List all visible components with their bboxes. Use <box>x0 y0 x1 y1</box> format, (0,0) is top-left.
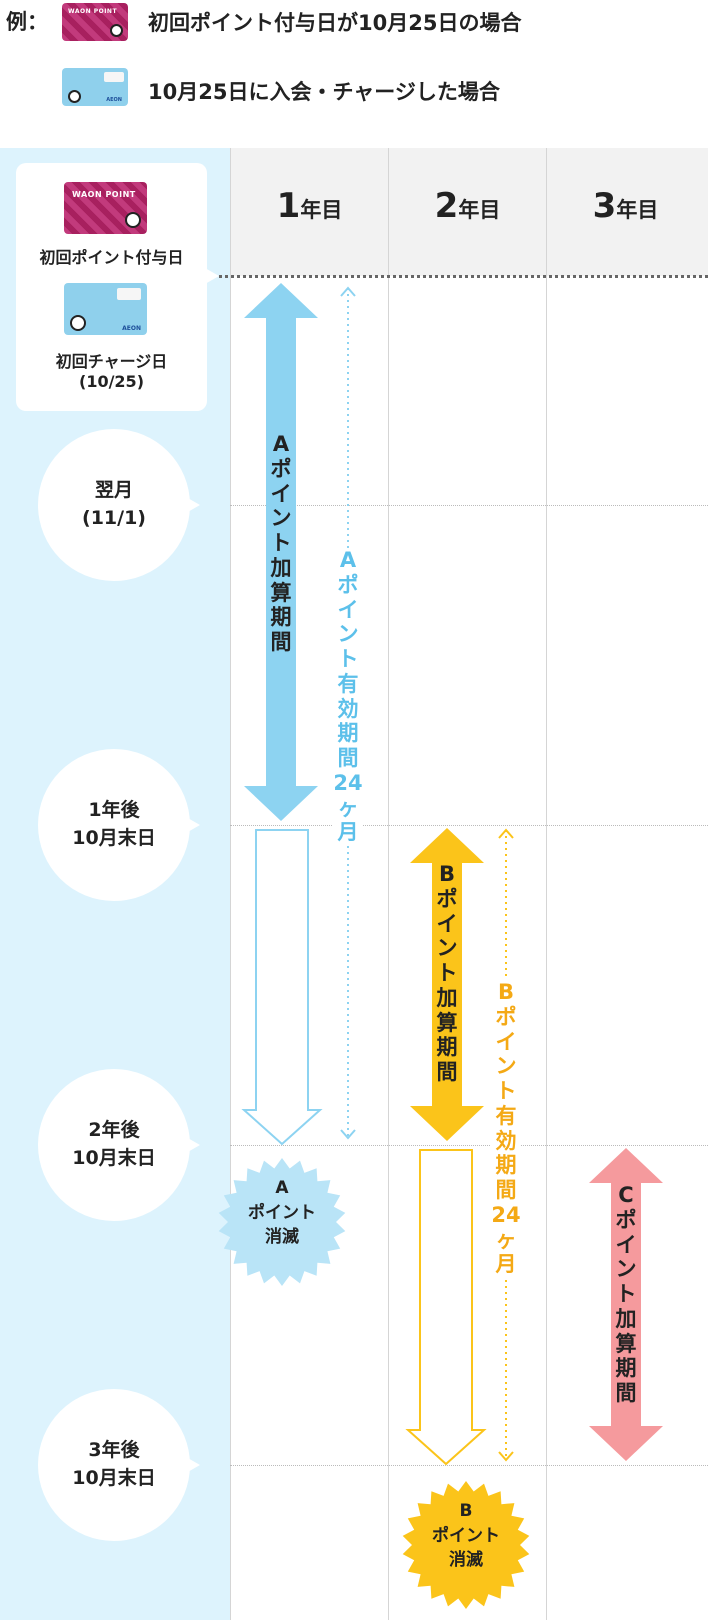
column-year-3: 3年目 <box>547 186 704 226</box>
waon-card-icon: WAON POINT <box>62 3 128 41</box>
milestone-3-year: 3年後 10月末日 <box>38 1389 190 1541</box>
legend-aeon-text: 10月25日に入会・チャージした場合 <box>148 80 500 104</box>
milestone-next-month: 翌月 (11/1) <box>38 429 190 581</box>
table-header <box>230 148 708 276</box>
column-year-2: 2年目 <box>389 186 546 226</box>
start-box-pointer <box>205 268 219 284</box>
grid-line <box>230 505 708 506</box>
column-year-1-unit: 年目 <box>300 198 343 222</box>
a-expire-line: 消滅 <box>265 1227 299 1248</box>
b-carryover-arrow <box>405 1149 487 1466</box>
a-add-period-arrow <box>244 283 318 821</box>
aeon-card-icon: AEON <box>64 283 147 335</box>
b-expire-label: B ポイント 消滅 <box>416 1499 516 1573</box>
milestone-pointer <box>186 497 200 513</box>
grid-line <box>546 148 547 1620</box>
b-expire-line: ポイント <box>432 1525 500 1546</box>
column-year-1-num: 1 <box>276 186 301 226</box>
column-year-2-num: 2 <box>434 186 459 226</box>
grid-line <box>230 148 231 1620</box>
waon-card-icon: WAON POINT <box>64 182 147 234</box>
b-add-period-arrow <box>410 828 484 1141</box>
a-valid-period-label: A ポイント有効期間 24 ヶ月 <box>333 548 363 846</box>
milestone-1-year: 1年後 10月末日 <box>38 749 190 901</box>
milestone-label: 10月末日 <box>72 1467 156 1489</box>
start-waon-card-label: WAON POINT <box>72 190 136 199</box>
milestone-label: (11/1) <box>82 507 146 529</box>
a-expire-burst <box>218 1158 346 1286</box>
a-carryover-arrow <box>241 829 323 1146</box>
b-expire-burst <box>402 1481 530 1609</box>
start-aeon-label-2: (10/25) <box>79 372 144 391</box>
milestone-label: 1年後 <box>88 799 140 822</box>
milestone-label: 2年後 <box>88 1119 140 1142</box>
column-year-1: 1年目 <box>231 186 388 226</box>
legend-prefix: 例： <box>6 10 48 34</box>
start-waon-label: 初回ポイント付与日 <box>39 248 184 267</box>
milestone-label: 3年後 <box>88 1439 140 1462</box>
a-expire-line: A <box>275 1178 289 1198</box>
aeon-card-icon: AEON <box>62 68 128 106</box>
c-add-period-arrow <box>589 1148 663 1461</box>
milestone-2-year: 2年後 10月末日 <box>38 1069 190 1221</box>
a-expire-label: A ポイント 消滅 <box>232 1176 332 1250</box>
start-line <box>212 275 708 278</box>
milestone-pointer <box>186 817 200 833</box>
milestone-label: 翌月 <box>94 479 133 502</box>
b-valid-period-label: B ポイント有効期間 24 ヶ月 <box>491 980 521 1278</box>
b-expire-line: B <box>459 1501 473 1521</box>
column-year-3-unit: 年目 <box>616 198 659 222</box>
a-expire-line: ポイント <box>248 1202 316 1223</box>
milestone-label: 10月末日 <box>72 827 156 849</box>
column-year-3-num: 3 <box>592 186 617 226</box>
grid-line <box>230 1465 708 1466</box>
aeon-card-label: AEON <box>106 97 122 103</box>
grid-line <box>230 825 708 826</box>
start-aeon-label-1: 初回チャージ日 <box>55 352 168 371</box>
grid-line <box>230 1145 708 1146</box>
milestone-pointer <box>186 1137 200 1153</box>
grid-line <box>388 148 389 1620</box>
milestone-label: 10月末日 <box>72 1147 156 1169</box>
waon-card-label: WAON POINT <box>68 8 118 15</box>
start-aeon-card-label: AEON <box>122 325 141 332</box>
b-expire-line: 消滅 <box>449 1550 483 1571</box>
column-year-2-unit: 年目 <box>458 198 501 222</box>
legend-waon-text: 初回ポイント付与日が10月25日の場合 <box>148 11 522 35</box>
milestone-pointer <box>186 1457 200 1473</box>
